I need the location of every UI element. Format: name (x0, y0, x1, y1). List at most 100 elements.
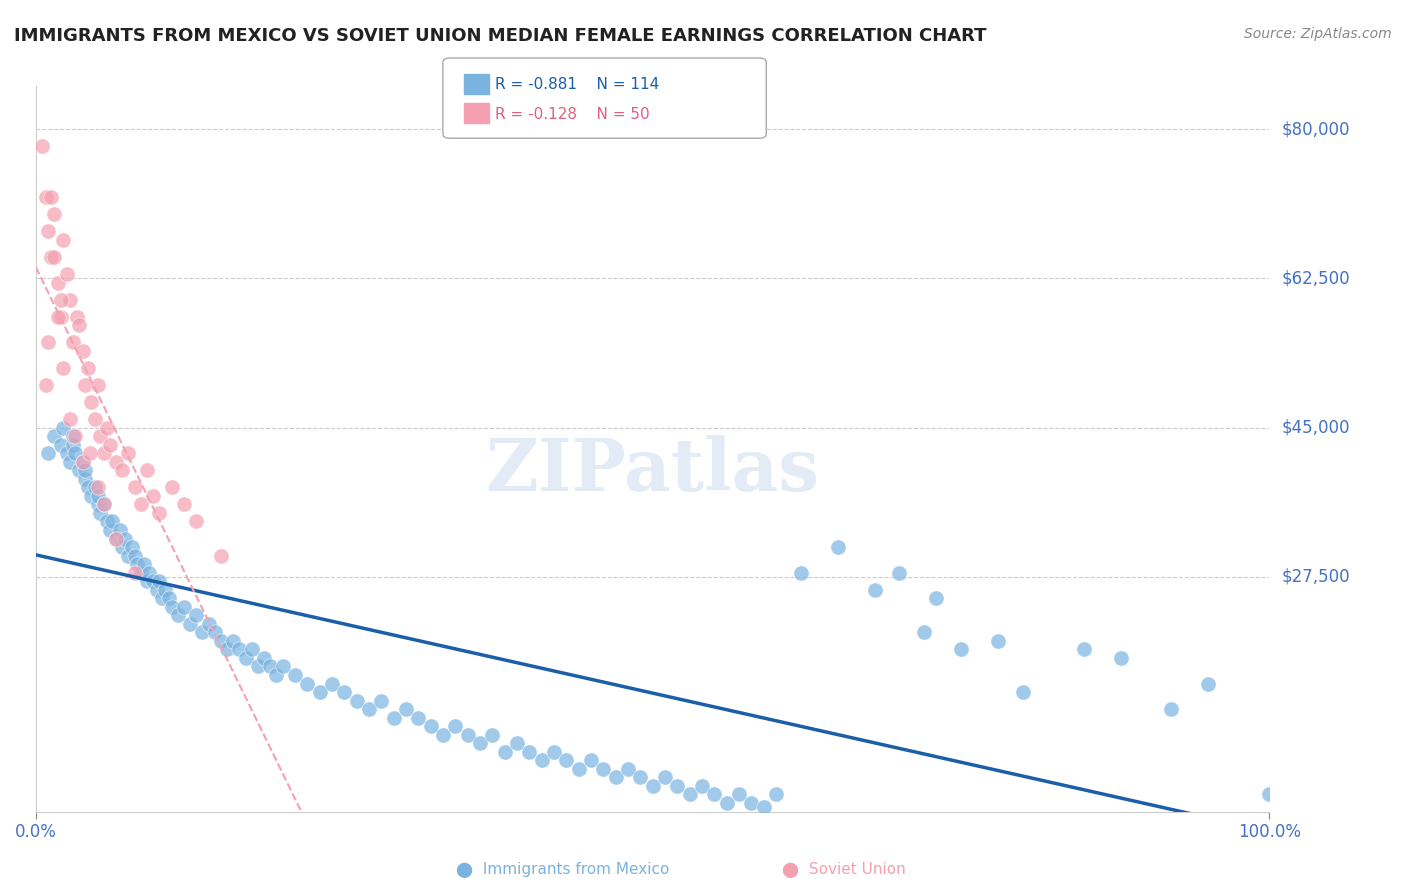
Point (209, 549, 232, 563)
Point (62, 429, 84, 443)
Point (173, 497, 195, 511)
Point (506, 736, 529, 750)
Point (617, 762, 640, 776)
Text: $27,500: $27,500 (1282, 568, 1350, 586)
Point (136, 574, 159, 589)
Point (1073, 642, 1095, 657)
Point (494, 745, 516, 759)
Point (641, 779, 664, 793)
Point (37, 335, 59, 350)
Point (228, 642, 250, 657)
Point (628, 771, 651, 785)
Point (44, 250, 66, 264)
Point (912, 625, 935, 640)
Point (59, 412, 82, 426)
Point (666, 779, 689, 793)
Point (37, 224, 59, 238)
Point (191, 625, 214, 640)
Point (1160, 702, 1182, 716)
Point (987, 633, 1010, 648)
Point (406, 711, 429, 725)
Point (124, 566, 146, 580)
Point (703, 788, 725, 802)
Point (146, 582, 169, 597)
Point (166, 608, 188, 623)
Point (111, 540, 134, 554)
Point (333, 685, 356, 699)
Point (72, 455, 94, 469)
Point (259, 659, 281, 673)
Point (346, 693, 368, 707)
Point (925, 591, 948, 606)
Point (284, 668, 307, 682)
Point (105, 532, 128, 546)
Text: Source: ZipAtlas.com: Source: ZipAtlas.com (1244, 27, 1392, 41)
Point (765, 788, 787, 802)
Point (197, 616, 219, 631)
Point (297, 676, 319, 690)
Point (240, 642, 263, 657)
Point (124, 549, 146, 563)
Point (96, 515, 118, 529)
Point (186, 608, 208, 623)
Point (80, 395, 103, 409)
Point (204, 625, 226, 640)
Point (89, 506, 111, 520)
Point (59, 455, 82, 469)
Point (84, 480, 107, 494)
Point (72, 343, 94, 358)
Point (222, 633, 245, 648)
Point (101, 515, 124, 529)
Text: $80,000: $80,000 (1282, 120, 1350, 138)
Point (592, 762, 614, 776)
Point (55, 446, 77, 460)
Point (530, 753, 553, 767)
Point (98, 438, 121, 452)
Point (93, 497, 115, 511)
Point (157, 591, 180, 606)
Point (863, 582, 886, 597)
Point (357, 702, 380, 716)
Point (186, 515, 208, 529)
Point (86, 497, 108, 511)
Point (678, 788, 700, 802)
Point (740, 796, 762, 810)
Point (86, 489, 108, 503)
Text: R = -0.881    N = 114: R = -0.881 N = 114 (495, 78, 659, 92)
Point (321, 676, 343, 690)
Point (52, 420, 75, 434)
Point (49, 293, 72, 307)
Point (160, 599, 183, 614)
Point (66, 310, 89, 324)
Point (605, 771, 627, 785)
Point (75, 378, 97, 392)
Point (789, 566, 811, 580)
Point (432, 728, 454, 742)
Point (98, 523, 121, 537)
Point (86, 378, 108, 392)
Point (419, 719, 441, 733)
Point (517, 745, 540, 759)
Point (80, 489, 103, 503)
Point (160, 480, 183, 494)
Point (155, 582, 177, 597)
Point (209, 633, 232, 648)
Point (481, 728, 503, 742)
Point (35, 378, 58, 392)
Point (543, 745, 565, 759)
Text: R = -0.128    N = 50: R = -0.128 N = 50 (495, 107, 650, 121)
Point (654, 771, 676, 785)
Point (65, 429, 87, 443)
Text: $62,500: $62,500 (1282, 269, 1350, 287)
Text: $45,000: $45,000 (1282, 418, 1350, 436)
Point (752, 800, 775, 814)
Point (49, 310, 72, 324)
Point (138, 566, 160, 580)
Point (105, 532, 128, 546)
Point (76, 360, 98, 375)
Point (142, 574, 165, 589)
Point (117, 549, 139, 563)
Text: ⬤  Immigrants from Mexico: ⬤ Immigrants from Mexico (456, 862, 669, 878)
Text: ZIPatlas: ZIPatlas (485, 435, 820, 506)
Point (579, 872, 602, 887)
